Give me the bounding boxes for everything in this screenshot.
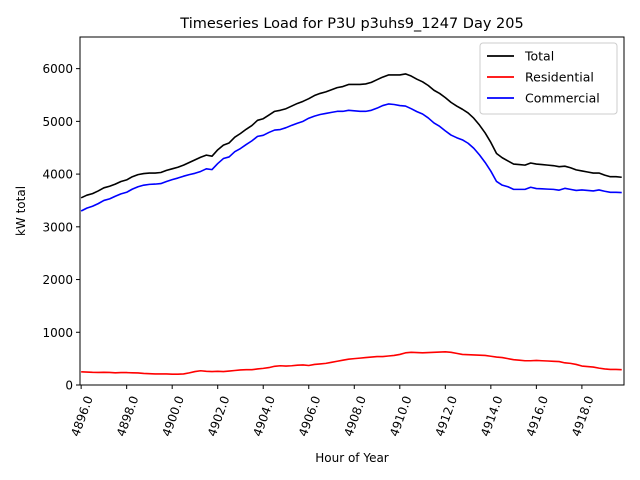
legend: Total Residential Commercial xyxy=(479,42,618,115)
series-layer xyxy=(80,73,622,375)
y-tick-label: 2000 xyxy=(42,273,73,287)
y-tick-label: 3000 xyxy=(42,220,73,234)
y-axis-ticks: 0 1000 2000 3000 4000 5000 6000 xyxy=(42,62,80,393)
y-tick-label: 0 xyxy=(65,379,73,393)
y-tick-label: 5000 xyxy=(42,115,73,129)
series-line-total xyxy=(80,73,622,199)
y-tick-label: 4000 xyxy=(42,168,73,182)
legend-box xyxy=(479,42,618,115)
y-axis-label: kW total xyxy=(14,186,28,236)
legend-label-total: Total xyxy=(524,49,554,64)
legend-label-commercial: Commercial xyxy=(525,91,600,106)
series-line-residential xyxy=(81,350,622,375)
x-axis-label: Hour of Year xyxy=(315,451,389,465)
legend-label-residential: Residential xyxy=(525,70,594,85)
chart-title: Timeseries Load for P3U p3uhs9_1247 Day … xyxy=(179,16,523,32)
y-tick-label: 6000 xyxy=(42,62,73,76)
y-tick-label: 1000 xyxy=(42,326,73,340)
legend-entries: Total Residential Commercial xyxy=(487,49,600,106)
plot-frame xyxy=(79,36,625,386)
series-line-commercial xyxy=(80,103,622,212)
